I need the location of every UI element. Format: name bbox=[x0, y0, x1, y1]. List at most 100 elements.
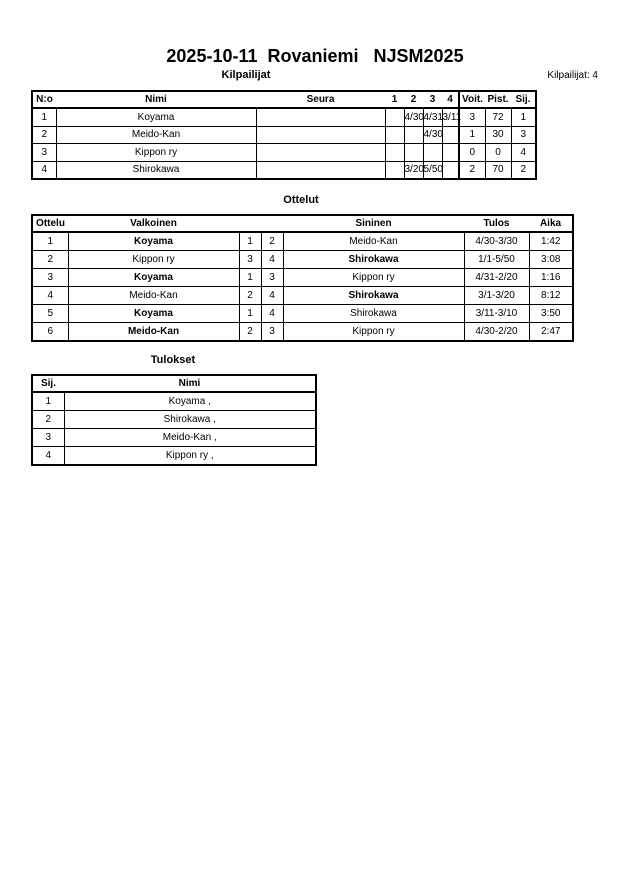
cell-sij: 4 bbox=[510, 143, 537, 162]
cell-tulos: 1/1-5/50 bbox=[463, 250, 530, 269]
cell-voit: 2 bbox=[458, 160, 486, 180]
tulokset-heading: Tulokset bbox=[150, 354, 196, 366]
cell-result-1 bbox=[384, 107, 405, 127]
cell-match-no: 4 bbox=[31, 286, 69, 305]
cell-no: 1 bbox=[31, 107, 57, 127]
cell-sininen: Shirokawa bbox=[282, 286, 465, 305]
cell-no: 4 bbox=[31, 160, 57, 180]
cell-aika: 3:50 bbox=[528, 304, 574, 323]
cell-nimi: Meido-Kan bbox=[55, 125, 257, 144]
cell-result-2: 3/20 bbox=[403, 160, 424, 180]
cell-bnum: 4 bbox=[260, 304, 284, 323]
cell-nimi: Kippon ry , bbox=[63, 446, 317, 466]
cell-sij: 1 bbox=[31, 391, 65, 411]
cell-nimi: Shirokawa , bbox=[63, 410, 317, 429]
ottelut-row: 5 Koyama 1 4 Shirokawa 3/11-3/10 3:50 bbox=[31, 304, 574, 323]
cell-result-2 bbox=[403, 125, 424, 144]
col-header-bnum bbox=[261, 215, 283, 233]
cell-wnum: 1 bbox=[238, 268, 262, 287]
cell-wnum: 3 bbox=[238, 250, 262, 269]
cell-result-1 bbox=[384, 143, 405, 162]
tulokset-header-row: Sij. Nimi bbox=[32, 375, 316, 393]
tulokset-row: 3 Meido-Kan , bbox=[31, 428, 317, 447]
page-title: 2025-10-11 Rovaniemi NJSM2025 bbox=[166, 46, 464, 66]
cell-seura bbox=[255, 125, 386, 144]
cell-pist: 72 bbox=[484, 107, 512, 127]
col-header-sij: Sij. bbox=[32, 375, 64, 393]
tulokset-row: 1 Koyama , bbox=[31, 391, 317, 411]
competitor-row: 1 Koyama 4/30 4/31 3/11 3 72 1 bbox=[31, 107, 537, 127]
cell-nimi: Meido-Kan , bbox=[63, 428, 317, 447]
cell-bnum: 4 bbox=[260, 286, 284, 305]
cell-valkoinen: Koyama bbox=[67, 304, 240, 323]
competitor-row: 2 Meido-Kan 4/30 1 30 3 bbox=[31, 125, 537, 144]
cell-result-3: 4/31 bbox=[422, 107, 443, 127]
cell-aika: 3:08 bbox=[528, 250, 574, 269]
cell-result-3 bbox=[422, 143, 443, 162]
col-header-no: N:o bbox=[32, 91, 56, 109]
cell-sij: 4 bbox=[31, 446, 65, 466]
tulokset-row: 2 Shirokawa , bbox=[31, 410, 317, 429]
cell-pist: 0 bbox=[484, 143, 512, 162]
cell-bnum: 3 bbox=[260, 322, 284, 342]
cell-nimi: Shirokawa bbox=[55, 160, 257, 180]
cell-bnum: 4 bbox=[260, 250, 284, 269]
cell-wnum: 2 bbox=[238, 286, 262, 305]
ottelut-header-row: Ottelu Valkoinen Sininen Tulos Aika bbox=[32, 215, 573, 233]
cell-no: 3 bbox=[31, 143, 57, 162]
ottelut-heading: Ottelut bbox=[283, 194, 319, 206]
cell-valkoinen: Meido-Kan bbox=[67, 286, 240, 305]
cell-match-no: 2 bbox=[31, 250, 69, 269]
cell-tulos: 4/31-2/20 bbox=[463, 268, 530, 287]
cell-valkoinen: Kippon ry bbox=[67, 250, 240, 269]
cell-valkoinen: Meido-Kan bbox=[67, 322, 240, 342]
cell-bnum: 3 bbox=[260, 268, 284, 287]
cell-result-4 bbox=[441, 160, 460, 180]
cell-sij: 3 bbox=[31, 428, 65, 447]
competitor-row: 3 Kippon ry 0 0 4 bbox=[31, 143, 537, 162]
cell-tulos: 3/1-3/20 bbox=[463, 286, 530, 305]
cell-seura bbox=[255, 160, 386, 180]
cell-sij: 2 bbox=[31, 410, 65, 429]
cell-pist: 30 bbox=[484, 125, 512, 144]
cell-result-3: 5/50 bbox=[422, 160, 443, 180]
col-header-1: 1 bbox=[385, 91, 404, 109]
kilpailijat-table: N:o Nimi Seura 1 2 3 4 Voit. Pist. Sij. … bbox=[31, 90, 537, 180]
competitor-row: 4 Shirokawa 3/20 5/50 2 70 2 bbox=[31, 160, 537, 180]
ottelut-row: 6 Meido-Kan 2 3 Kippon ry 4/30-2/20 2:47 bbox=[31, 322, 574, 342]
cell-aika: 1:42 bbox=[528, 231, 574, 251]
cell-sininen: Kippon ry bbox=[282, 322, 465, 342]
col-header-2: 2 bbox=[404, 91, 423, 109]
ottelut-table: Ottelu Valkoinen Sininen Tulos Aika 1 Ko… bbox=[31, 214, 574, 342]
cell-sininen: Shirokawa bbox=[282, 250, 465, 269]
col-header-ottelu: Ottelu bbox=[32, 215, 68, 233]
cell-result-2: 4/30 bbox=[403, 107, 424, 127]
cell-result-2 bbox=[403, 143, 424, 162]
col-header-3: 3 bbox=[423, 91, 442, 109]
col-header-nimi: Nimi bbox=[64, 375, 316, 393]
cell-sininen: Kippon ry bbox=[282, 268, 465, 287]
cell-nimi: Kippon ry bbox=[55, 143, 257, 162]
col-header-tulos: Tulos bbox=[464, 215, 529, 233]
cell-bnum: 2 bbox=[260, 231, 284, 251]
cell-sininen: Shirokawa bbox=[282, 304, 465, 323]
kilpailijat-header-row: N:o Nimi Seura 1 2 3 4 Voit. Pist. Sij. bbox=[32, 91, 536, 109]
cell-tulos: 3/11-3/10 bbox=[463, 304, 530, 323]
cell-aika: 1:16 bbox=[528, 268, 574, 287]
cell-pist: 70 bbox=[484, 160, 512, 180]
cell-match-no: 3 bbox=[31, 268, 69, 287]
cell-seura bbox=[255, 143, 386, 162]
cell-no: 2 bbox=[31, 125, 57, 144]
cell-sininen: Meido-Kan bbox=[282, 231, 465, 251]
cell-aika: 8:12 bbox=[528, 286, 574, 305]
cell-result-4 bbox=[441, 125, 460, 144]
cell-result-3: 4/30 bbox=[422, 125, 443, 144]
cell-result-4: 3/11 bbox=[441, 107, 461, 127]
col-header-aika: Aika bbox=[529, 215, 573, 233]
cell-sij: 2 bbox=[510, 160, 537, 180]
cell-result-4 bbox=[441, 143, 460, 162]
cell-sij: 3 bbox=[510, 125, 537, 144]
ottelut-row: 3 Koyama 1 3 Kippon ry 4/31-2/20 1:16 bbox=[31, 268, 574, 287]
kilpailijat-heading: Kilpailijat bbox=[221, 69, 271, 81]
